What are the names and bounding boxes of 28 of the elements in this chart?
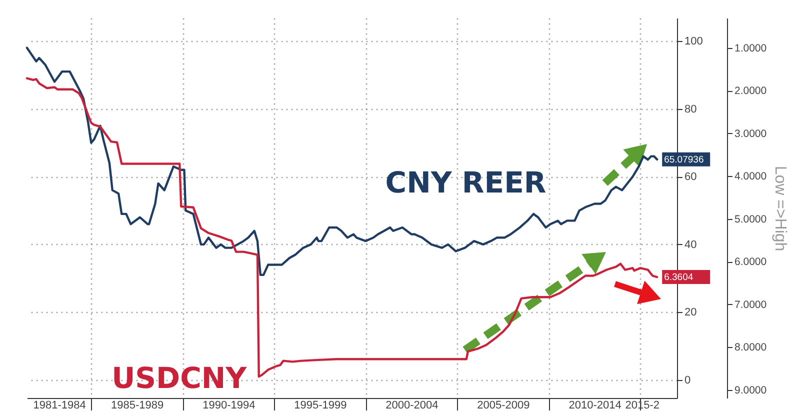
y2-axis-title: Low =>High xyxy=(772,166,789,252)
y2-tick-label: 5.0000 xyxy=(734,213,767,226)
x-tick-label: 2005-2009 xyxy=(477,400,530,412)
y-tick-label: 100 xyxy=(684,36,703,48)
x-tick-label: 1990-1994 xyxy=(202,400,256,412)
y2-tick-label: 4.0000 xyxy=(734,170,767,183)
series-label: USDCNY xyxy=(112,361,248,395)
y-tick-label: 0 xyxy=(684,374,691,387)
y-tick-label: 20 xyxy=(684,306,697,319)
y2-tick-label: 6.0000 xyxy=(734,256,767,268)
series-label: CNY REER xyxy=(385,165,546,200)
y-tick-label: 60 xyxy=(684,171,697,184)
x-tick-label: 1981-1984 xyxy=(33,400,86,412)
y2-tick-label: 3.0000 xyxy=(734,128,767,140)
data-label: 65.07936 xyxy=(664,154,704,166)
y-tick-label: 80 xyxy=(684,103,697,116)
x-tick-label: 1995-1999 xyxy=(294,400,347,412)
data-label: 6.3604 xyxy=(664,272,694,284)
y2-tick-label: 8.0000 xyxy=(734,342,767,354)
line-series xyxy=(26,46,658,276)
y2-tick-label: 2.0000 xyxy=(734,85,767,98)
x-tick-label: 1985-1989 xyxy=(111,400,164,412)
x-tick-label: 2010-2014 xyxy=(568,400,622,412)
y2-tick-label: 7.0000 xyxy=(734,298,767,311)
y2-tick-label: 1.0000 xyxy=(734,42,767,54)
x-tick-label: 2000-2004 xyxy=(386,400,438,412)
y2-tick-label: 9.0000 xyxy=(734,384,767,396)
y-tick-label: 40 xyxy=(684,238,697,251)
